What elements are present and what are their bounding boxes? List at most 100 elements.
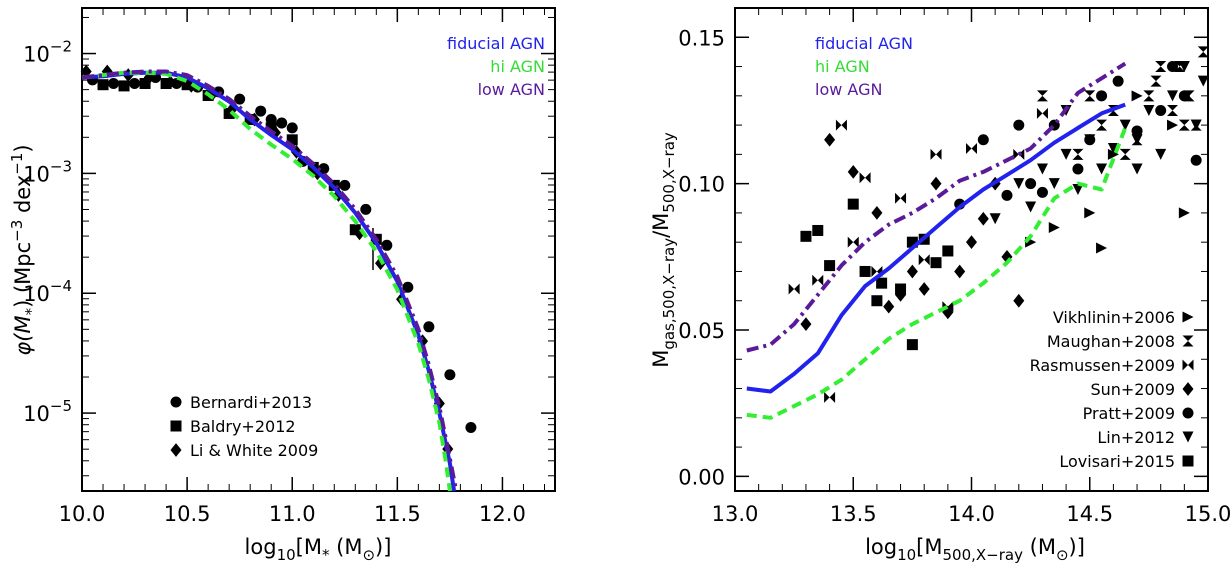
obs-point-triangle-right — [1084, 207, 1096, 219]
legend-marker-square — [1182, 455, 1194, 467]
left-panel: 10.0 10.5 11.0 11.5 12.0 10−2 10−3 10−4 10−5 fi… — [8, 7, 556, 564]
right-model-legend: fiducial AGN hi AGN low AGN — [815, 34, 913, 99]
obs-point-hourglass — [1178, 119, 1190, 131]
obs-point-diamond — [164, 75, 176, 90]
obs-point-hourglass — [1197, 46, 1209, 58]
obs-point-square — [265, 122, 277, 134]
right-legend-pratt: Pratt+2009 — [1083, 404, 1175, 423]
right-legend-lin: Lin+2012 — [1097, 428, 1175, 447]
right-x-ticks: 13.0 13.5 14.0 14.5 15.0 — [712, 8, 1230, 526]
obs-point-hourglass — [1072, 148, 1084, 160]
legend-marker-square — [170, 420, 182, 432]
obs-point-circle — [286, 122, 298, 134]
obs-point-square — [906, 236, 918, 248]
obs-point-square — [349, 224, 361, 236]
legend-marker-diamond — [170, 443, 182, 457]
left-model-lines — [81, 69, 459, 492]
left-legend-baldry: Baldry+2012 — [190, 417, 296, 436]
obs-point-square — [97, 79, 109, 91]
y-tick-label: 0.10 — [678, 173, 725, 197]
left-model-legend-fiducial: fiducial AGN — [447, 34, 545, 53]
y-tick-label: 0.00 — [678, 465, 725, 489]
obs-point-diamond — [977, 211, 989, 226]
obs-point-bowtie — [835, 119, 847, 131]
legend-marker-triangle-down — [1182, 431, 1194, 443]
obs-point-square — [800, 230, 812, 242]
obs-point-circle — [1167, 61, 1179, 73]
obs-point-circle — [402, 281, 414, 293]
obs-point-triangle-down — [1143, 104, 1155, 116]
x-tick-label: 12.0 — [479, 502, 526, 526]
right-model-legend-low: low AGN — [815, 80, 882, 99]
y-tick-label: 10−4 — [23, 277, 72, 306]
obs-point-triangle-right — [1096, 242, 1108, 254]
right-model-legend-hi: hi AGN — [815, 57, 870, 76]
right-model-lines — [746, 61, 1128, 420]
obs-point-hourglass — [1167, 104, 1179, 116]
obs-point-triangle-right — [1131, 90, 1143, 102]
obs-point-square — [942, 245, 954, 257]
right-legend-sun: Sun+2009 — [1090, 380, 1175, 399]
obs-point-hourglass — [1119, 148, 1131, 160]
obs-point-diamond — [800, 317, 812, 332]
obs-point-bowtie — [788, 283, 800, 295]
obs-point-diamond — [883, 299, 895, 314]
obs-point-triangle-right — [1048, 222, 1060, 234]
obs-point-triangle-right — [1107, 148, 1119, 160]
obs-point-circle — [360, 203, 372, 215]
obs-point-bowtie — [895, 192, 907, 204]
obs-point-hourglass — [1155, 61, 1167, 73]
obs-point-circle — [1155, 104, 1167, 116]
obs-point-triangle-down — [1036, 163, 1048, 175]
obs-point-triangle-down — [1025, 201, 1037, 213]
obs-point-triangle-down — [1084, 134, 1096, 146]
right-legend-rasmussen: Rasmussen+2009 — [1030, 356, 1175, 375]
obs-point-triangle-down — [1155, 148, 1167, 160]
x-tick-label: 13.0 — [712, 502, 759, 526]
y-tick-label: 10−2 — [23, 38, 72, 67]
obs-point-triangle-down — [1167, 90, 1179, 102]
obs-point-triangle-down — [1131, 134, 1143, 146]
obs-point-hourglass — [1084, 90, 1096, 102]
obs-point-square — [223, 107, 235, 119]
obs-point-circle — [234, 93, 246, 105]
legend-marker-circle — [1182, 407, 1194, 419]
right-legend-lovisari: Lovisari+2015 — [1059, 452, 1175, 471]
obs-point-square — [906, 339, 918, 351]
obs-point-circle — [1112, 75, 1124, 87]
obs-point-bowtie — [824, 391, 836, 403]
right-legend-vikhlinin: Vikhlinin+2006 — [1053, 308, 1175, 327]
obs-point-diamond — [930, 176, 942, 191]
obs-point-circle — [1013, 119, 1025, 131]
obs-point-square — [824, 260, 836, 272]
model-line-solid — [746, 102, 1126, 394]
obs-point-diamond — [954, 264, 966, 279]
obs-point-triangle-down — [1119, 119, 1131, 131]
left-x-ticks: 10.0 10.5 11.0 11.5 12.0 — [59, 8, 545, 526]
left-y-axis-label: φ(M*) (Mpc−3 dex−1) — [8, 144, 40, 355]
obs-point-circle — [1072, 163, 1084, 175]
obs-point-triangle-down — [1131, 163, 1143, 175]
obs-point-triangle-down — [989, 213, 1001, 225]
obs-point-square — [930, 257, 942, 269]
model-line-dashdot — [746, 61, 1127, 353]
obs-point-bowtie — [966, 143, 977, 155]
obs-point-square — [876, 277, 888, 289]
obs-point-bowtie — [859, 172, 871, 184]
obs-point-diamond — [375, 256, 387, 271]
obs-point-circle — [465, 421, 477, 433]
obs-point-square — [847, 198, 859, 210]
left-observation-legend: Bernardi+2013 Baldry+2012 Li & White 200… — [170, 393, 318, 460]
obs-point-circle — [1025, 178, 1037, 190]
x-tick-label: 10.0 — [59, 502, 106, 526]
obs-point-square — [139, 78, 151, 90]
obs-point-hourglass — [1143, 90, 1155, 102]
obs-point-triangle-down — [1096, 163, 1108, 175]
obs-point-square — [859, 265, 871, 277]
left-model-legend-hi: hi AGN — [490, 57, 545, 76]
obs-point-square — [118, 80, 130, 92]
obs-point-triangle-right — [1178, 207, 1190, 219]
y-tick-label: 10−5 — [23, 397, 72, 426]
obs-point-triangle-down — [1107, 143, 1119, 155]
